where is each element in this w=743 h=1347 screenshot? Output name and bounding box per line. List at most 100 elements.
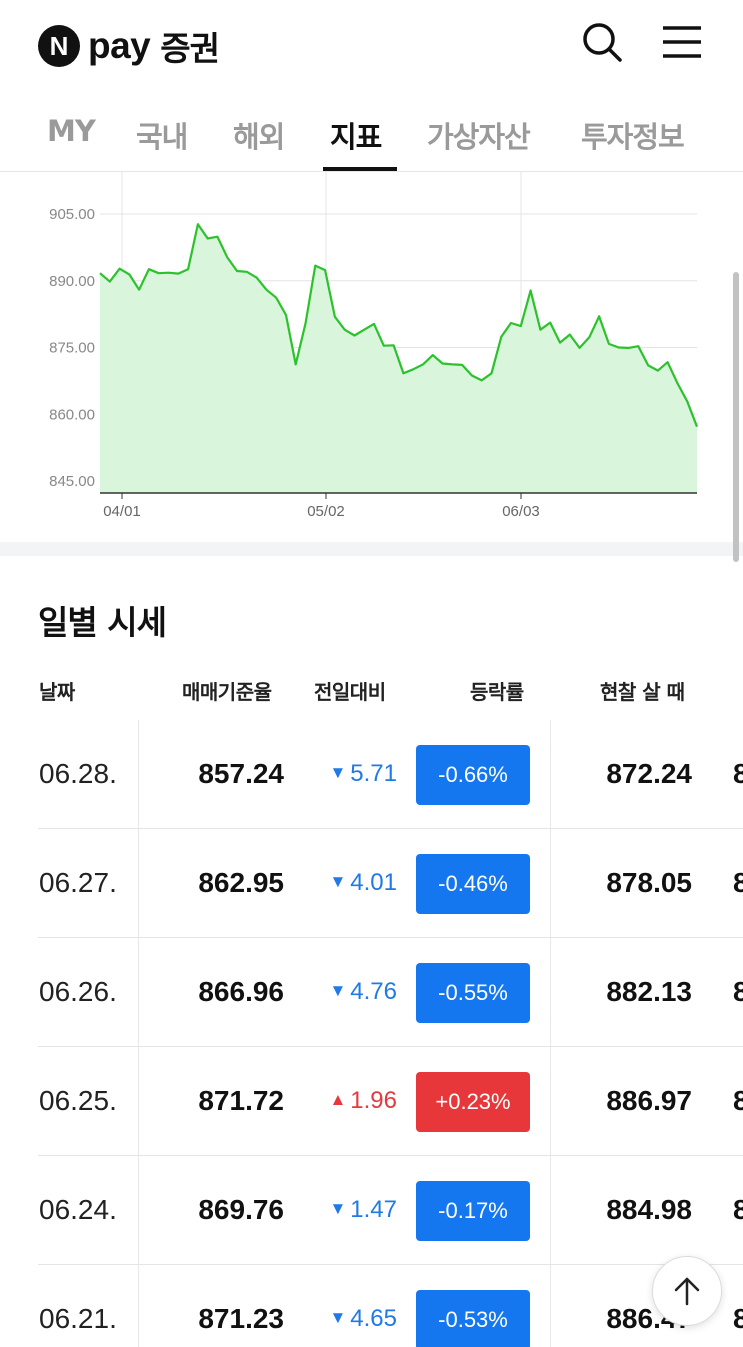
row-divider — [38, 828, 743, 829]
row-change-value: 4.76 — [350, 978, 397, 1005]
section-separator — [0, 542, 743, 556]
x-tick-label: 05/02 — [307, 503, 345, 520]
row-date: 06.27. — [39, 867, 117, 898]
tab-overseas[interactable]: 해외 — [233, 120, 285, 154]
row-change: ▼ 4.01 — [329, 869, 397, 897]
row-change: ▼ 5.71 — [329, 760, 397, 788]
row-date: 06.26. — [39, 976, 117, 1007]
row-cash-buy: 886.97 — [606, 1085, 692, 1116]
tab-my[interactable]: MY — [47, 114, 96, 148]
row-divider — [38, 1264, 743, 1265]
row-next-column: 8 — [733, 1085, 743, 1116]
exchange-rate-chart[interactable]: 905.00 890.00 875.00 860.00 845.00 04/01 05/02… — [0, 172, 743, 542]
row-change-rate-badge: -0.46% — [416, 854, 530, 914]
row-base-rate: 871.72 — [198, 1085, 284, 1116]
up-arrow-icon: ▲ — [329, 1090, 347, 1109]
table-row[interactable]: 06.25. 871.72 ▲ 1.96 +0.23% 886.97 8 — [0, 1047, 743, 1156]
row-cash-buy: 882.13 — [606, 976, 692, 1007]
tab-crypto[interactable]: 가상자산 — [427, 120, 531, 154]
x-tick-label: 04/01 — [103, 503, 141, 520]
row-cash-buy: 878.05 — [606, 867, 692, 898]
down-arrow-icon: ▼ — [329, 1199, 347, 1218]
row-next-column: 8 — [733, 867, 743, 898]
row-change-rate-badge: +0.23% — [416, 1072, 530, 1132]
row-divider — [38, 1046, 743, 1047]
row-cash-buy: 884.98 — [606, 1194, 692, 1225]
column-divider — [550, 1265, 551, 1347]
table-row[interactable]: 06.24. 869.76 ▼ 1.47 -0.17% 884.98 8 — [0, 1156, 743, 1265]
row-change: ▲ 1.96 — [329, 1087, 397, 1115]
row-cash-buy: 872.24 — [606, 758, 692, 789]
row-change-rate-badge: -0.55% — [416, 963, 530, 1023]
column-divider — [138, 1156, 139, 1265]
x-tick-label: 06/03 — [502, 503, 540, 520]
scroll-top-button[interactable] — [652, 1256, 722, 1326]
down-arrow-icon: ▼ — [329, 763, 347, 782]
row-divider — [38, 937, 743, 938]
table-row[interactable]: 06.27. 862.95 ▼ 4.01 -0.46% 878.05 8 — [0, 829, 743, 938]
area-fill — [100, 224, 697, 493]
y-tick-label: 905.00 — [49, 206, 95, 223]
row-next-column: 8 — [733, 976, 743, 1007]
row-change-rate-badge: -0.17% — [416, 1181, 530, 1241]
daily-price-title: 일별 시세 — [38, 603, 167, 642]
row-change-value: 1.47 — [350, 1196, 397, 1223]
scrollbar[interactable] — [733, 272, 739, 562]
tab-investment-info[interactable]: 투자정보 — [581, 120, 685, 154]
header-change-rate: 등락률 — [470, 680, 524, 704]
row-date: 06.25. — [39, 1085, 117, 1116]
column-divider — [138, 1047, 139, 1156]
table-row[interactable]: 06.28. 857.24 ▼ 5.71 -0.66% 872.24 8 — [0, 720, 743, 829]
active-tab-indicator — [323, 167, 397, 171]
row-base-rate: 871.23 — [198, 1303, 284, 1334]
main-tabs: MY 국내 해외 지표 가상자산 투자정보 — [0, 96, 743, 172]
row-change-value: 1.96 — [350, 1087, 397, 1114]
column-divider — [550, 829, 551, 938]
menu-icon[interactable] — [660, 20, 704, 64]
column-divider — [550, 938, 551, 1047]
header-cash-buy: 현찰 살 때 — [600, 680, 685, 704]
y-tick-label: 860.00 — [49, 406, 95, 423]
down-arrow-icon: ▼ — [329, 1308, 347, 1327]
row-change-rate-badge: -0.66% — [416, 745, 530, 805]
row-change-value: 4.01 — [350, 869, 397, 896]
logo-pay-text: pay — [88, 25, 151, 66]
header-change: 전일대비 — [314, 680, 386, 704]
npay-logo[interactable]: N pay 증권 — [38, 22, 220, 70]
y-tick-label: 845.00 — [49, 473, 95, 490]
header-date: 날짜 — [39, 680, 75, 704]
row-base-rate: 869.76 — [198, 1194, 284, 1225]
table-row[interactable]: 06.26. 866.96 ▼ 4.76 -0.55% 882.13 8 — [0, 938, 743, 1047]
row-change-rate-badge: -0.53% — [416, 1290, 530, 1347]
column-divider — [138, 938, 139, 1047]
row-base-rate: 857.24 — [198, 758, 284, 789]
tab-indicators[interactable]: 지표 — [330, 120, 382, 154]
row-next-column: 8 — [733, 1194, 743, 1225]
row-date: 06.21. — [39, 1303, 117, 1334]
row-date: 06.28. — [39, 758, 117, 789]
down-arrow-icon: ▼ — [329, 872, 347, 891]
row-divider — [38, 1155, 743, 1156]
row-change-value: 4.65 — [350, 1305, 397, 1332]
row-base-rate: 866.96 — [198, 976, 284, 1007]
header-base-rate: 매매기준율 — [182, 680, 272, 704]
app-header: N pay 증권 — [0, 0, 743, 88]
column-divider — [138, 829, 139, 938]
row-next-column: 8 — [733, 1303, 743, 1334]
row-date: 06.24. — [39, 1194, 117, 1225]
row-base-rate: 862.95 — [198, 867, 284, 898]
search-icon[interactable] — [580, 20, 624, 64]
column-divider — [138, 1265, 139, 1347]
row-change: ▼ 4.76 — [329, 978, 397, 1006]
y-tick-label: 875.00 — [49, 340, 95, 357]
y-tick-label: 890.00 — [49, 273, 95, 290]
table-row[interactable]: 06.21. 871.23 ▼ 4.65 -0.53% 886.47 8 — [0, 1265, 743, 1347]
logo-securities-text: 증권 — [160, 29, 220, 68]
series-line — [99, 223, 699, 428]
logo-n-mark: N — [38, 25, 80, 67]
chart-svg: 905.00 890.00 875.00 860.00 845.00 04/01 05/02… — [49, 172, 699, 520]
row-next-column: 8 — [733, 758, 743, 789]
column-divider — [550, 1047, 551, 1156]
row-change-value: 5.71 — [350, 760, 397, 787]
tab-domestic[interactable]: 국내 — [136, 120, 188, 154]
